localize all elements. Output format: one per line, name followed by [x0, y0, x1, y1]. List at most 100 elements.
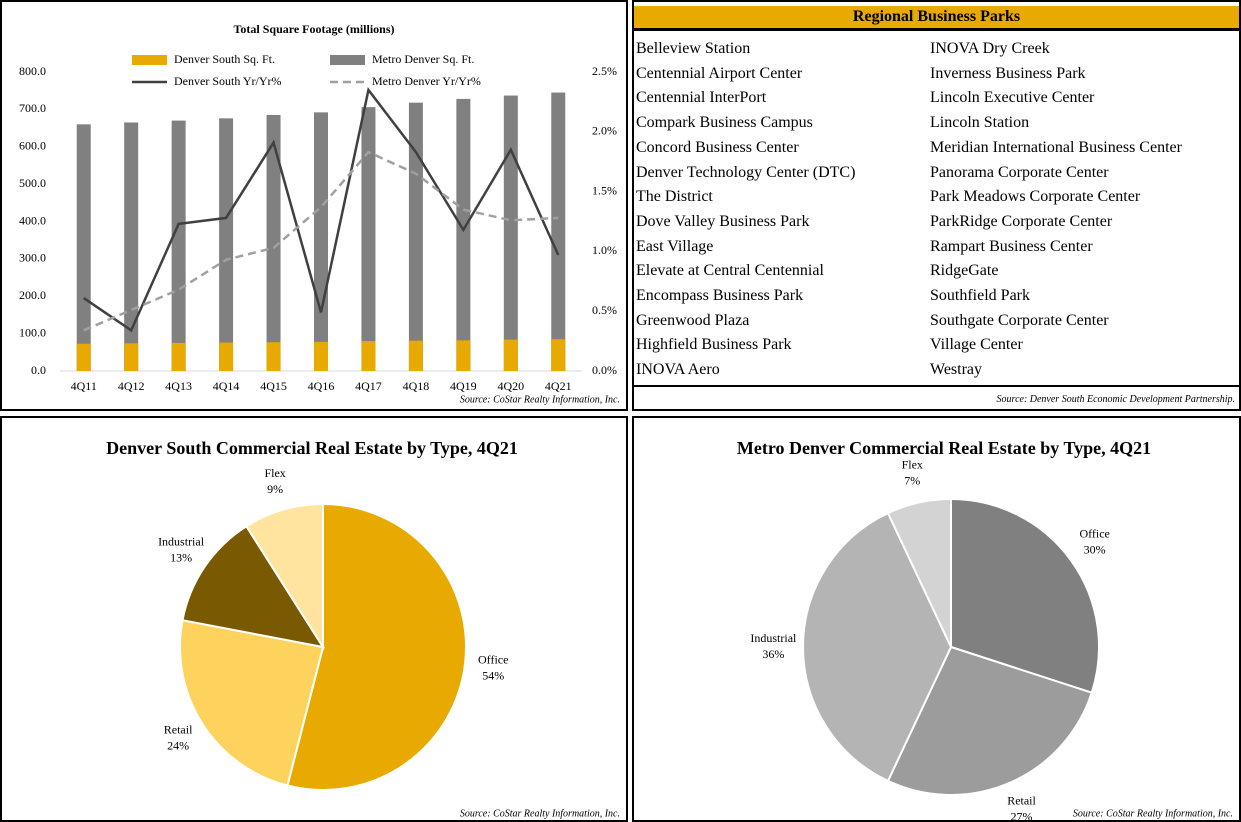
- pie-slice: [286, 502, 467, 791]
- pie-slice: [802, 511, 953, 783]
- bar: [456, 340, 471, 371]
- pie-chart: Office 30% Retail 27% Industrial 36% Flex 7% Sou…: [750, 457, 1233, 820]
- table-header: Regional Business Parks: [634, 6, 1239, 31]
- table-cell: Inverness Business Park: [930, 64, 1086, 82]
- table-cell: Westray: [930, 361, 983, 379]
- y-tick-label: 600.0: [19, 139, 46, 153]
- table-cell: East Village: [636, 237, 714, 255]
- bar: [124, 343, 139, 371]
- table-cell: Greenwood Plaza: [636, 311, 750, 329]
- x-tick-label: 4Q12: [118, 379, 145, 393]
- table-cell: Southfield Park: [930, 287, 1030, 304]
- legend-swatch: [330, 55, 365, 65]
- bar: [456, 98, 471, 371]
- table-cell: Denver Technology Center (DTC): [636, 163, 856, 181]
- x-tick-label: 4Q16: [308, 379, 335, 393]
- bar: [361, 107, 376, 371]
- line: [83, 87, 560, 333]
- table-cell: Meridian International Business Center: [930, 138, 1182, 156]
- slice-label: Flex: [264, 466, 285, 480]
- pie-chart: Office 54% Retail 24% Industrial 13% Flex 9% Sou…: [158, 466, 620, 819]
- line: [83, 150, 559, 332]
- bar: [408, 340, 423, 371]
- x-tick-label: 4Q15: [260, 379, 287, 393]
- slice-label: Office: [478, 652, 508, 666]
- bar: [314, 341, 328, 371]
- bar: [314, 112, 328, 372]
- bar: [76, 124, 91, 371]
- chart-title: Denver South Commercial Real Estate by T…: [106, 438, 518, 458]
- table-cell: Centennial InterPort: [636, 89, 767, 107]
- table-cell: Lincoln Station: [930, 114, 1030, 132]
- source: Source: CoStar Realty Information, Inc.: [460, 394, 620, 405]
- bar: [124, 122, 139, 371]
- legend-label: Metro Denver Sq. Ft.: [372, 52, 474, 66]
- bar: [219, 118, 234, 371]
- bar: [76, 343, 91, 371]
- pie-slice: [179, 619, 325, 787]
- slice-label: Office: [1079, 526, 1109, 540]
- y-tick-label: 800.0: [19, 64, 46, 78]
- x-tick-label: 4Q18: [403, 379, 430, 393]
- table-cell: Compark Business Campus: [636, 114, 813, 132]
- bar: [551, 92, 566, 372]
- table-cell: Village Center: [930, 336, 1023, 354]
- pie-slice: [950, 497, 1100, 694]
- table-cell: Belleview Station: [636, 40, 751, 57]
- pie-slice: [244, 502, 324, 651]
- combo-chart: Total Square Footage (millions) 0.0 100.0 2…: [19, 22, 620, 406]
- pie-slice: [886, 645, 1094, 796]
- source: Source: CoStar Realty Information, Inc.: [1073, 808, 1233, 819]
- table-cell: Centennial Airport Center: [636, 64, 803, 82]
- table-cell: Rampart Business Center: [930, 237, 1093, 255]
- table-cell: The District: [636, 188, 713, 206]
- table-source: Source: Denver South Economic Developmen…: [996, 394, 1235, 405]
- table-cell: Park Meadows Corporate Center: [930, 188, 1141, 206]
- y-tick-label: 700.0: [19, 101, 46, 115]
- table-cell: INOVA Aero: [636, 361, 720, 379]
- bar: [408, 102, 423, 372]
- table-cell: Southgate Corporate Center: [930, 311, 1109, 329]
- bar: [551, 339, 566, 371]
- combo-panel: Total Square Footage (millions) 0.0 100.0 2…: [0, 0, 628, 411]
- slice-label: Industrial: [158, 534, 205, 548]
- table-cell: Elevate at Central Centennial: [636, 262, 824, 280]
- y-tick-label: 500.0: [19, 176, 46, 190]
- table-cell: Concord Business Center: [636, 138, 799, 156]
- bar: [171, 342, 186, 371]
- bar: [219, 342, 234, 371]
- chart-title: Metro Denver Commercial Real Estate by T…: [736, 438, 1152, 458]
- y2-tick-label: 2.5%: [592, 64, 617, 78]
- slice-value: 27%: [1011, 810, 1033, 820]
- chart-title: Total Square Footage (millions): [233, 22, 394, 36]
- table-cell: Lincoln Executive Center: [930, 89, 1095, 107]
- slice-value: 30%: [1084, 542, 1106, 556]
- table-cell: Panorama Corporate Center: [930, 163, 1109, 181]
- y-tick-label: 400.0: [19, 213, 46, 227]
- y2-tick-label: 1.5%: [592, 183, 617, 197]
- table-cell: INOVA Dry Creek: [930, 40, 1050, 57]
- pie-panel: Office 54% Retail 24% Industrial 13% Flex 9% Sou…: [0, 416, 628, 822]
- source: Source: CoStar Realty Information, Inc.: [460, 808, 620, 819]
- pie-panel: Office 30% Retail 27% Industrial 36% Flex 7% Sou…: [632, 416, 1241, 822]
- table-cell: Encompass Business Park: [636, 287, 804, 304]
- bar: [266, 114, 281, 371]
- y-tick-label: 200.0: [19, 288, 46, 302]
- x-tick-label: 4Q14: [213, 379, 240, 393]
- y2-tick-label: 2.0%: [592, 124, 617, 138]
- bar: [171, 120, 186, 372]
- y2-tick-label: 0.0%: [592, 363, 617, 377]
- slice-value: 7%: [904, 473, 920, 487]
- slice-label: Retail: [1007, 794, 1036, 808]
- y-tick-label: 300.0: [19, 251, 46, 265]
- x-tick-label: 4Q21: [545, 379, 572, 393]
- x-tick-label: 4Q13: [165, 379, 192, 393]
- slice-value: 9%: [267, 482, 283, 496]
- bar: [361, 341, 376, 371]
- table-cell: RidgeGate: [930, 262, 999, 280]
- bar: [503, 339, 518, 371]
- pie-slice: [181, 524, 326, 649]
- x-tick-label: 4Q19: [450, 379, 477, 393]
- table-cell: Highfield Business Park: [636, 336, 792, 354]
